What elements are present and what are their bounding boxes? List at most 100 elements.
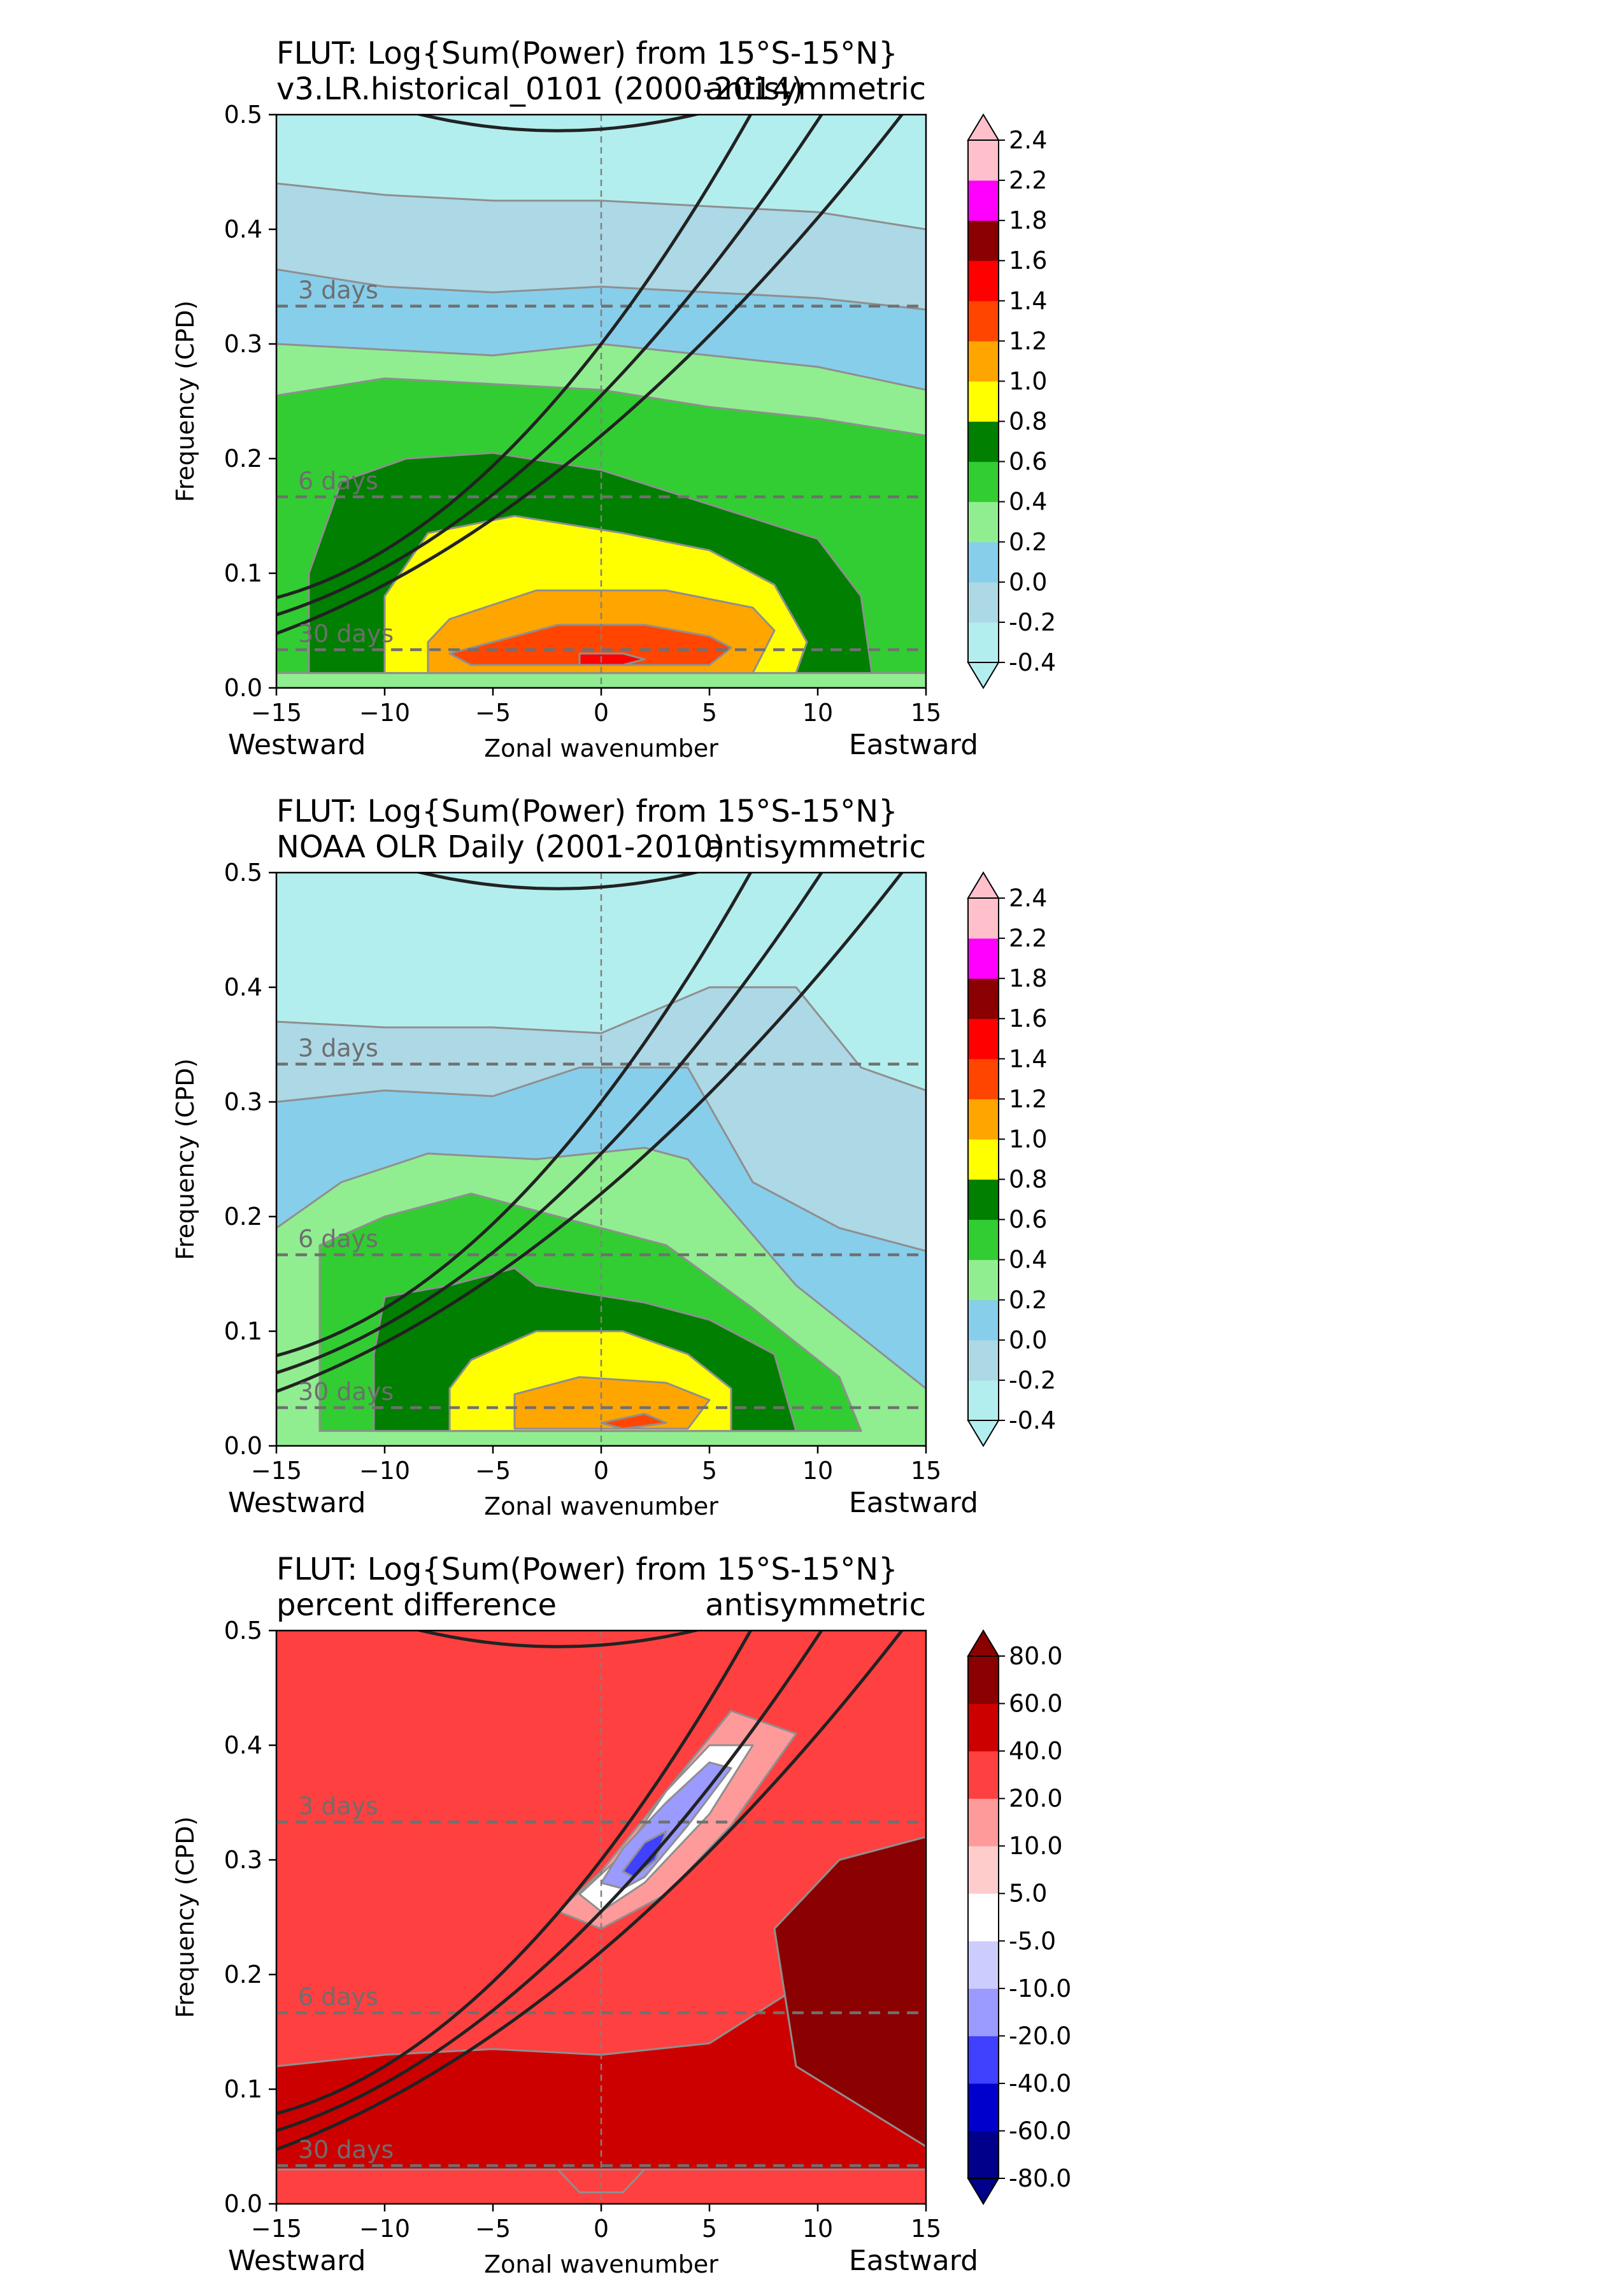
x-tick-label: −10 [359, 1457, 410, 1485]
colorbar-extend-low [967, 662, 1000, 689]
colorbar-label: 0.6 [1009, 448, 1047, 476]
colorbar-segment [968, 1018, 999, 1059]
y-tick-label: 0.4 [224, 215, 262, 243]
colorbar-label: -5.0 [1009, 1927, 1056, 1955]
colorbar-label: -0.2 [1009, 1366, 1056, 1394]
colorbar-segment [968, 622, 999, 663]
colorbar-label: 60.0 [1009, 1690, 1063, 1718]
panel-component: antisymmetric [705, 71, 926, 107]
y-tick-label: 0.3 [224, 1088, 262, 1116]
plot-area [276, 1631, 926, 2204]
colorbar-label: 10.0 [1009, 1832, 1063, 1860]
y-axis-label: Frequency (CPD) [171, 1817, 199, 2018]
colorbar: -0.4 -0.2 0.0 0.2 0.4 0.6 0.8 1.0 1.2 1.4 1.6 1.8 2.… [967, 871, 1056, 1447]
x-tick-label: −10 [359, 2215, 410, 2243]
colorbar-label: 1.8 [1009, 206, 1047, 234]
colorbar: -0.4 -0.2 0.0 0.2 0.4 0.6 0.8 1.0 1.2 1.4 1.6 1.8 2.… [967, 113, 1056, 689]
plot-area [276, 873, 926, 1446]
period-label: 3 days [298, 1034, 378, 1062]
y-tick-label: 0.1 [224, 1317, 262, 1345]
colorbar-label: 1.6 [1009, 1004, 1047, 1032]
colorbar-segment [968, 582, 999, 623]
y-tick-label: 0.3 [224, 1846, 262, 1874]
colorbar-label: 1.8 [1009, 964, 1047, 992]
colorbar-segment [968, 1099, 999, 1139]
dispersion-curve [276, 115, 904, 635]
colorbar-frame [967, 139, 999, 663]
y-tick-label: 0.0 [224, 2190, 262, 2218]
x-tick-label: 0 [594, 1457, 609, 1485]
panel-1: 3 days 6 days 30 days −15 −10 −5 0 5 10 15 0.0 0.1 0… [171, 36, 1056, 762]
colorbar-label: 80.0 [1009, 1642, 1063, 1670]
colorbar-label: 0.0 [1009, 568, 1047, 596]
period-label: 6 days [298, 467, 378, 495]
y-tick-label: 0.5 [224, 859, 262, 887]
eastward-label: Eastward [849, 2245, 978, 2277]
colorbar-extend-high [967, 871, 1000, 899]
colorbar-extend-high [967, 1629, 1000, 1657]
colorbar-segment [968, 1941, 999, 1989]
colorbar-label: -60.0 [1009, 2117, 1071, 2145]
colorbar-label: 0.2 [1009, 528, 1047, 556]
colorbar-label: 2.4 [1009, 126, 1047, 154]
y-tick-label: 0.2 [224, 1961, 262, 1989]
colorbar-segment [968, 1219, 999, 1261]
dispersion-curve [276, 1631, 753, 2115]
colorbar-label: 0.4 [1009, 1246, 1047, 1274]
period-label: 30 days [298, 1378, 394, 1406]
x-tick-label: −5 [475, 1457, 511, 1485]
contour-region [578, 652, 646, 666]
colorbar-segment [968, 381, 999, 422]
colorbar-label: -0.4 [1009, 648, 1056, 676]
colorbar-label: 40.0 [1009, 1737, 1063, 1765]
colorbar-segment [968, 1846, 999, 1894]
colorbar-label: -20.0 [1009, 2022, 1071, 2050]
colorbar-segment [968, 1139, 999, 1180]
colorbar-label: 0.8 [1009, 408, 1047, 436]
y-tick-label: 0.0 [224, 1432, 262, 1460]
x-axis-label: Zonal wavenumber [484, 1492, 718, 1520]
period-label: 3 days [298, 1792, 378, 1820]
period-label: 3 days [298, 276, 378, 304]
colorbar-label: 0.4 [1009, 488, 1047, 516]
colorbar-extend-high [967, 113, 1000, 141]
colorbar-label: 2.4 [1009, 884, 1047, 912]
period-label: 30 days [298, 2136, 394, 2164]
eastward-label: Eastward [849, 1487, 978, 1519]
colorbar: -80.0 -60.0 -40.0 -20.0 -10.0 -5.0 5.0 10.0 20.0… [967, 1629, 1071, 2205]
colorbar-label: -0.4 [1009, 1406, 1056, 1434]
x-tick-label: −15 [251, 1457, 302, 1485]
colorbar-segment [968, 1179, 999, 1220]
colorbar-segment [968, 1751, 999, 1799]
y-tick-label: 0.5 [224, 101, 262, 129]
x-tick-label: 15 [911, 2215, 941, 2243]
colorbar-label: 2.2 [1009, 166, 1047, 194]
colorbar-label: 0.8 [1009, 1166, 1047, 1194]
colorbar-extend-low [967, 1420, 1000, 1447]
colorbar-label: 1.6 [1009, 246, 1047, 275]
colorbar-label: 1.0 [1009, 367, 1047, 395]
period-label: 6 days [298, 1983, 378, 2011]
x-tick-label: −5 [475, 699, 511, 727]
panel-3: 3 days 6 days 30 days −15 −10 −5 0 5 10 15 0.0 0.1 0… [171, 1552, 1071, 2278]
dispersion-curve [276, 1631, 904, 2151]
colorbar-label: 1.2 [1009, 1085, 1047, 1113]
colorbar-segment [968, 1259, 999, 1301]
panel-component: antisymmetric [705, 829, 926, 865]
dispersion-curve [276, 115, 753, 599]
colorbar-segment [968, 180, 999, 221]
dispersion-curve [276, 873, 823, 1375]
x-tick-label: 0 [594, 699, 609, 727]
y-axis-label: Frequency (CPD) [171, 301, 199, 503]
period-label: 6 days [298, 1225, 378, 1253]
y-tick-label: 0.5 [224, 1617, 262, 1645]
x-tick-label: −5 [475, 2215, 511, 2243]
contour-region [773, 1836, 926, 2148]
colorbar-extend-low [967, 2178, 1000, 2205]
x-tick-label: 10 [802, 2215, 833, 2243]
dispersion-curve [276, 1631, 823, 2132]
colorbar-segment [968, 1059, 999, 1099]
y-tick-label: 0.4 [224, 973, 262, 1001]
colorbar-segment [968, 1988, 999, 2036]
